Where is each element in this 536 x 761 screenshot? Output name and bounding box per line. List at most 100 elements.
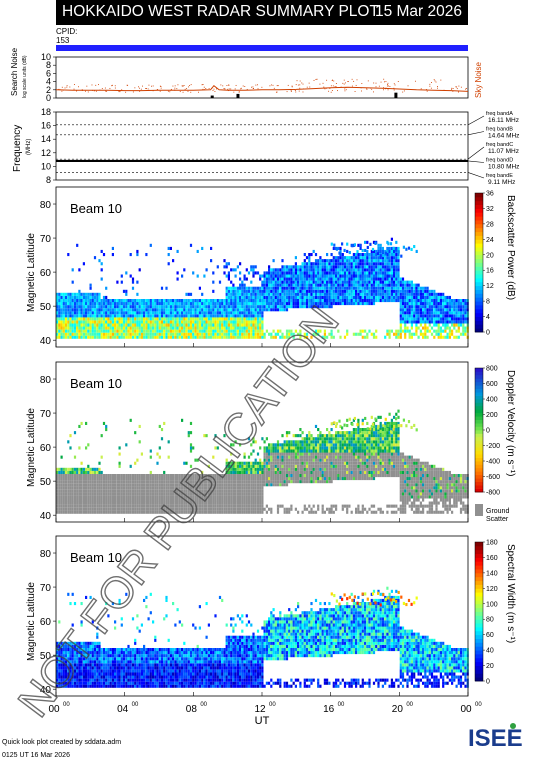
heatmap-cell (189, 311, 193, 315)
heatmap-cell (239, 329, 242, 333)
heatmap-cell (194, 323, 197, 327)
noise-dot (373, 82, 375, 84)
heatmap-cell (254, 477, 257, 481)
heatmap-cell (102, 253, 106, 257)
noise-dot (383, 78, 385, 80)
heatmap-cell (413, 299, 416, 303)
colorbar-segment (475, 239, 483, 244)
heatmap-cell (165, 477, 168, 481)
heatmap-cell (163, 480, 166, 484)
heatmap-cell (330, 277, 333, 281)
noise-dot (84, 90, 86, 92)
heatmap-cell (149, 498, 152, 502)
heatmap-cell (377, 256, 380, 260)
heatmap-cell (107, 510, 110, 514)
heatmap-cell (138, 510, 141, 514)
heatmap-cell (386, 253, 389, 257)
heatmap-cell (247, 335, 251, 339)
heatmap-cell (305, 265, 309, 269)
heatmap-cell (120, 483, 123, 487)
heatmap-cell (308, 271, 311, 275)
heatmap-cell (69, 492, 72, 496)
heatmap-cell (109, 311, 112, 315)
heatmap-cell (100, 486, 103, 490)
heatmap-cell (241, 289, 244, 293)
heatmap-cell (223, 314, 226, 318)
heatmap-cell (134, 480, 137, 484)
heatmap-cell (243, 470, 246, 474)
heatmap-cell (105, 299, 108, 303)
heatmap-cell (279, 483, 282, 487)
heatmap-cell (60, 477, 63, 481)
noise-dot (298, 90, 300, 92)
heatmap-cell (265, 480, 268, 484)
heatmap-cell (218, 480, 222, 484)
heatmap-cell (415, 289, 418, 293)
heatmap-cell (384, 289, 387, 293)
heatmap-cell (263, 474, 266, 478)
heatmap-cell (89, 477, 92, 481)
noise-dot (334, 86, 336, 87)
heatmap-cell (196, 320, 199, 324)
heatmap-cell (87, 470, 90, 474)
heatmap-cell (82, 504, 85, 508)
heatmap-cell (196, 504, 199, 508)
heatmap-cell (433, 292, 436, 296)
heatmap-cell (292, 292, 295, 296)
heatmap-cell (341, 292, 344, 296)
heatmap-cell (395, 289, 398, 293)
heatmap-cell (96, 483, 99, 487)
heatmap-cell (212, 477, 215, 481)
heatmap-cell (145, 302, 148, 306)
heatmap-cell (160, 332, 164, 336)
heatmap-cell (408, 289, 411, 293)
heatmap-cell (312, 289, 315, 293)
heatmap-cell (263, 308, 266, 312)
heatmap-cell (140, 314, 143, 318)
heatmap-cell (140, 326, 143, 330)
heatmap-cell (326, 305, 329, 309)
heatmap-cell (274, 443, 277, 447)
heatmap-cell (169, 332, 172, 336)
heatmap-cell (69, 480, 72, 484)
heatmap-cell (218, 495, 222, 499)
heatmap-cell (308, 305, 311, 309)
heatmap-cell (214, 434, 217, 438)
noise-dot (378, 85, 380, 87)
heatmap-cell (183, 474, 186, 478)
heatmap-cell (279, 443, 282, 447)
heatmap-cell (223, 489, 226, 493)
heatmap-cell (319, 274, 322, 278)
heatmap-cell (399, 314, 402, 318)
heatmap-cell (69, 474, 72, 478)
noise-dot (361, 83, 363, 85)
heatmap-cell (107, 492, 110, 496)
heatmap-cell (120, 280, 123, 284)
heatmap-cell (236, 308, 239, 312)
heatmap-cell (285, 329, 289, 333)
heatmap-cell (98, 329, 101, 333)
heatmap-cell (87, 483, 90, 487)
heatmap-cell (377, 280, 380, 284)
heatmap-cell (323, 286, 326, 290)
heatmap-cell (169, 329, 172, 333)
heatmap-cell (250, 335, 253, 339)
heatmap-cell (230, 292, 233, 296)
heatmap-cell (118, 464, 121, 468)
heatmap-cell (346, 280, 349, 284)
heatmap-cell (102, 504, 106, 508)
heatmap-cell (100, 495, 103, 499)
heatmap-cell (89, 335, 92, 339)
noise-dot (230, 88, 232, 90)
freq-ytick-label: 18 (41, 107, 51, 117)
heatmap-cell (310, 335, 313, 339)
heatmap-cell (395, 262, 398, 266)
heatmap-cell (143, 320, 146, 324)
heatmap-cell (131, 335, 135, 339)
heatmap-cell (370, 274, 373, 278)
heatmap-cell (96, 308, 99, 312)
heatmap-cell (136, 317, 139, 321)
heatmap-cell (250, 317, 253, 321)
heatmap-cell (464, 305, 467, 309)
heatmap-cell (62, 470, 65, 474)
